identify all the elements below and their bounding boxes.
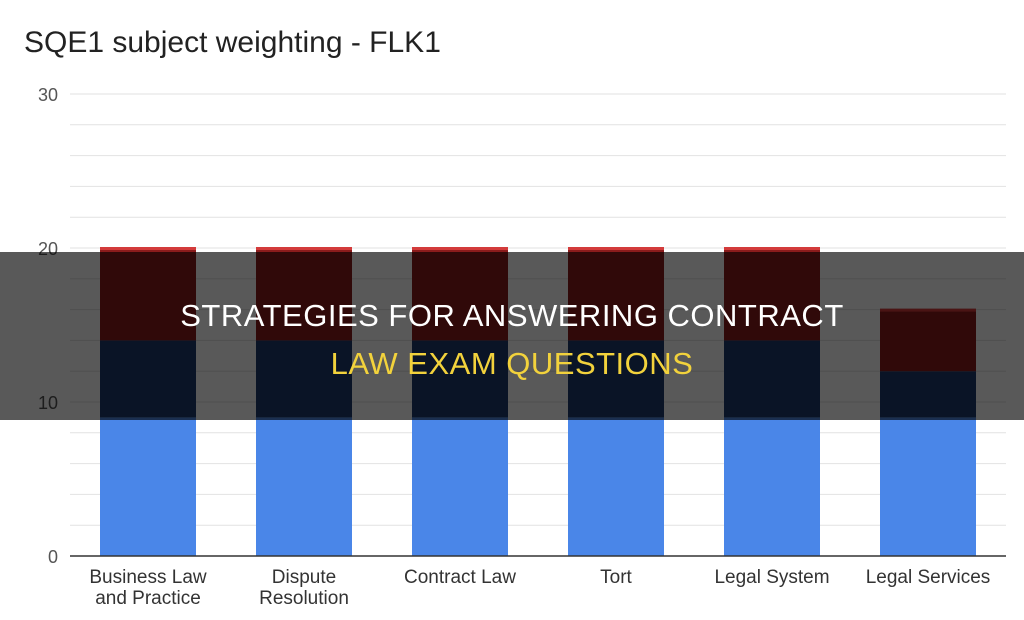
bar-segment xyxy=(568,417,664,556)
bar-top-edge xyxy=(724,247,820,250)
x-tick-label: Business Law and Practice xyxy=(89,567,207,609)
bar-segment xyxy=(880,417,976,556)
y-tick-label: 30 xyxy=(38,85,58,105)
overlay-headline-line-2: LAW EXAM QUESTIONS xyxy=(330,346,694,381)
bar-top-edge xyxy=(256,247,352,250)
title-overlay-band xyxy=(0,252,1024,420)
bar-top-edge xyxy=(412,247,508,250)
bar-segment xyxy=(412,417,508,556)
overlay-headline-line-1: STRATEGIES FOR ANSWERING CONTRACT xyxy=(180,298,844,333)
x-tick-label: Contract Law xyxy=(404,567,516,588)
bar-segment xyxy=(256,417,352,556)
bar-segment xyxy=(100,417,196,556)
y-tick-label: 0 xyxy=(48,547,58,567)
x-tick-label: Dispute Resolution xyxy=(259,567,349,609)
overlay-headline: STRATEGIES FOR ANSWERING CONTRACT LAW EX… xyxy=(0,292,1024,388)
bar-top-edge xyxy=(100,247,196,250)
bar-top-edge xyxy=(568,247,664,250)
x-tick-label: Tort xyxy=(600,567,632,588)
x-tick-label: Legal Services xyxy=(866,567,991,588)
chart-title: SQE1 subject weighting - FLK1 xyxy=(24,26,441,59)
x-tick-label: Legal System xyxy=(714,567,829,588)
bar-segment xyxy=(724,417,820,556)
